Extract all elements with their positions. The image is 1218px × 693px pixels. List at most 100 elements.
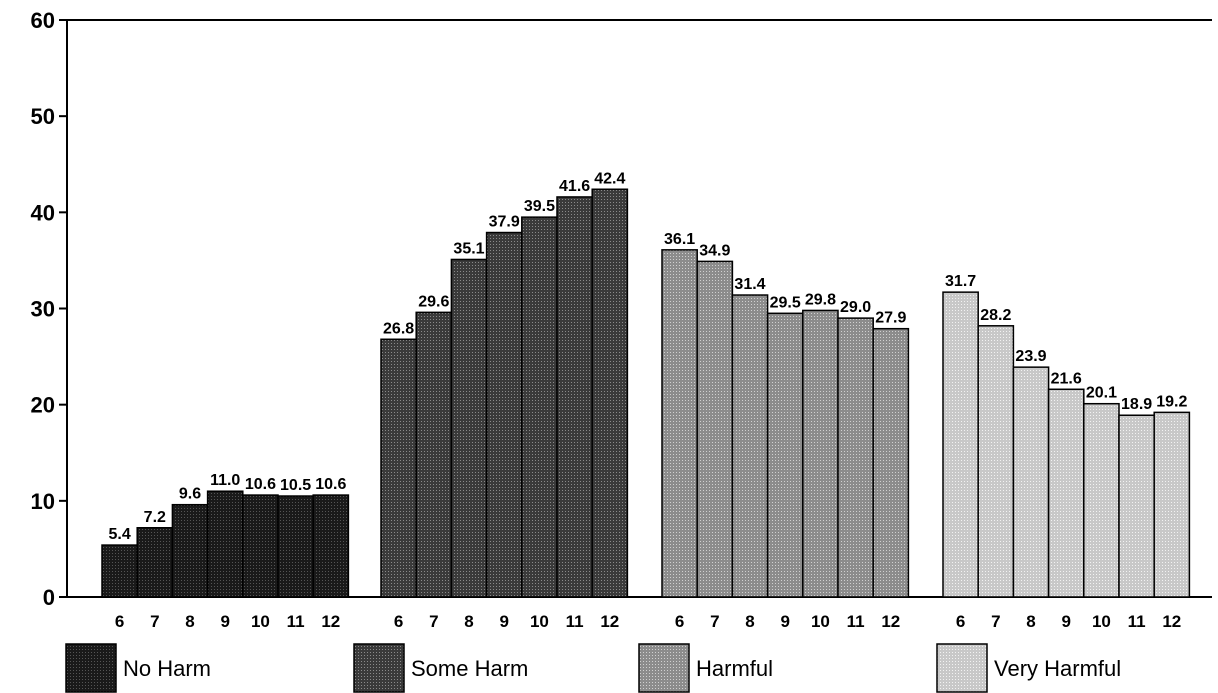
bar: [208, 491, 243, 597]
bar: [1013, 367, 1048, 597]
legend-swatch: [66, 644, 116, 692]
x-tick-label: 10: [811, 612, 830, 631]
bar: [662, 250, 697, 597]
bar: [1049, 389, 1084, 597]
x-tick-label: 10: [1092, 612, 1111, 631]
data-label: 20.1: [1086, 385, 1117, 402]
bar: [243, 495, 278, 597]
bar: [803, 310, 838, 597]
x-tick-label: 8: [464, 612, 473, 631]
data-label: 31.4: [734, 276, 765, 293]
x-tick-label: 11: [566, 612, 584, 631]
y-tick-label: 20: [31, 393, 55, 418]
data-label: 29.5: [770, 294, 801, 311]
data-label: 29.8: [805, 291, 836, 308]
x-tick-label: 11: [1128, 612, 1146, 631]
bar: [1119, 415, 1154, 597]
x-tick-label: 7: [710, 612, 719, 631]
bar: [102, 545, 137, 597]
legend-swatch: [937, 644, 987, 692]
x-tick-label: 6: [675, 612, 684, 631]
data-label: 10.6: [245, 476, 276, 493]
bar: [451, 259, 486, 597]
bar: [487, 233, 522, 597]
data-label: 31.7: [945, 273, 976, 290]
y-tick-label: 60: [31, 8, 55, 33]
x-tick-label: 11: [287, 612, 305, 631]
x-tick-label: 12: [321, 612, 340, 631]
bar: [592, 189, 627, 597]
x-tick-label: 7: [150, 612, 159, 631]
bar: [137, 528, 172, 597]
legend-swatch: [639, 644, 689, 692]
data-label: 7.2: [144, 509, 166, 526]
y-ticks: 0 10 20 30 40 50 60: [31, 8, 67, 610]
y-tick-label: 0: [43, 585, 55, 610]
bar: [278, 496, 313, 597]
data-label: 37.9: [489, 214, 520, 231]
bar: [943, 292, 978, 597]
bar: [416, 312, 451, 597]
x-tick-label: 11: [847, 612, 865, 631]
legend-label: Harmful: [696, 656, 773, 681]
x-tick-label: 6: [956, 612, 965, 631]
bar: [522, 217, 557, 597]
data-label: 26.8: [383, 320, 414, 337]
x-tick-label: 8: [745, 612, 754, 631]
bars: [102, 189, 1189, 597]
x-tick-label: 9: [780, 612, 789, 631]
bar: [381, 339, 416, 597]
y-tick-label: 10: [31, 489, 55, 514]
x-ticks: 6 7 8 9 10 11 12 6 7 8 9 10 11 12 6 7 8 9 10 11 12 6 7 8 9 10 11 12: [115, 612, 1181, 631]
data-label: 10.6: [315, 476, 346, 493]
bar: [1084, 404, 1119, 597]
x-tick-label: 10: [251, 612, 270, 631]
data-label: 21.6: [1051, 370, 1082, 387]
y-tick-label: 40: [31, 200, 55, 225]
x-tick-label: 9: [220, 612, 229, 631]
x-tick-label: 12: [881, 612, 900, 631]
data-label: 19.2: [1156, 393, 1187, 410]
y-tick-label: 50: [31, 104, 55, 129]
x-tick-label: 10: [530, 612, 549, 631]
legend: No Harm Some Harm Harmful Very Harmful: [66, 644, 1121, 692]
legend-label: Very Harmful: [994, 656, 1121, 681]
data-label: 28.2: [980, 307, 1011, 324]
x-tick-label: 6: [115, 612, 124, 631]
data-label: 10.5: [280, 477, 311, 494]
bar: [697, 261, 732, 597]
data-label: 11.0: [210, 472, 240, 489]
data-label: 9.6: [179, 486, 201, 503]
bar: [873, 329, 908, 597]
x-tick-label: 9: [1061, 612, 1070, 631]
x-tick-label: 9: [499, 612, 508, 631]
data-label: 5.4: [108, 526, 130, 543]
y-tick-label: 30: [31, 297, 55, 322]
data-label: 23.9: [1015, 348, 1046, 365]
bar: [978, 326, 1013, 597]
bar: [732, 295, 767, 597]
x-tick-label: 8: [185, 612, 194, 631]
legend-label: No Harm: [123, 656, 211, 681]
x-tick-label: 12: [1162, 612, 1181, 631]
data-label: 29.6: [418, 293, 449, 310]
bar: [557, 197, 592, 597]
data-label: 36.1: [664, 231, 695, 248]
legend-swatch: [354, 644, 404, 692]
bar: [1154, 412, 1189, 597]
data-label: 34.9: [699, 242, 730, 259]
bar: [313, 495, 348, 597]
bar: [172, 505, 207, 597]
data-label: 35.1: [453, 240, 484, 257]
x-tick-label: 7: [991, 612, 1000, 631]
data-label: 18.9: [1121, 396, 1152, 413]
data-label: 41.6: [559, 178, 590, 195]
data-label: 27.9: [875, 310, 906, 327]
data-label: 39.5: [524, 198, 555, 215]
bar: [768, 313, 803, 597]
x-tick-label: 12: [600, 612, 619, 631]
data-label: 29.0: [840, 299, 871, 316]
data-label: 42.4: [594, 170, 625, 187]
bar: [838, 318, 873, 597]
